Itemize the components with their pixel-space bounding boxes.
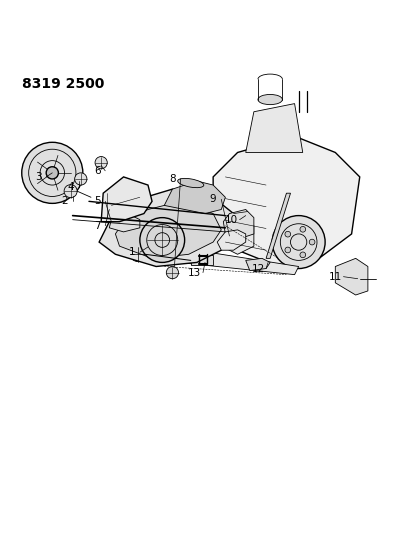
Circle shape <box>22 142 83 204</box>
Text: 3: 3 <box>35 172 41 182</box>
Circle shape <box>308 239 314 245</box>
Circle shape <box>64 184 77 198</box>
Circle shape <box>74 173 87 185</box>
Circle shape <box>272 215 324 269</box>
Polygon shape <box>221 217 253 254</box>
Polygon shape <box>164 181 225 214</box>
Circle shape <box>284 231 290 237</box>
Text: 1: 1 <box>128 247 135 257</box>
Polygon shape <box>335 259 367 295</box>
Polygon shape <box>223 209 253 238</box>
Text: 11: 11 <box>328 272 341 281</box>
Polygon shape <box>245 103 302 152</box>
Polygon shape <box>217 230 245 250</box>
Text: 8319 2500: 8319 2500 <box>22 77 104 91</box>
Circle shape <box>139 217 184 262</box>
Text: 2: 2 <box>61 196 67 206</box>
Ellipse shape <box>257 94 282 104</box>
Polygon shape <box>135 242 298 274</box>
Polygon shape <box>101 177 152 222</box>
Text: 8: 8 <box>169 174 175 184</box>
FancyBboxPatch shape <box>190 255 213 265</box>
Polygon shape <box>245 259 270 271</box>
Circle shape <box>166 266 178 279</box>
Polygon shape <box>213 136 359 266</box>
Polygon shape <box>265 193 290 259</box>
Polygon shape <box>115 201 221 259</box>
Text: 5: 5 <box>94 196 100 206</box>
Text: 4: 4 <box>67 182 74 192</box>
Text: 13: 13 <box>188 268 201 278</box>
Circle shape <box>130 247 145 262</box>
Text: 10: 10 <box>225 215 238 225</box>
Text: 9: 9 <box>209 195 216 204</box>
Circle shape <box>299 252 305 257</box>
Polygon shape <box>99 189 233 266</box>
Text: 6: 6 <box>94 166 100 176</box>
Polygon shape <box>109 215 139 232</box>
Text: 7: 7 <box>94 221 100 231</box>
Circle shape <box>299 227 305 232</box>
Circle shape <box>46 167 58 179</box>
Circle shape <box>284 247 290 253</box>
Circle shape <box>95 157 107 169</box>
Ellipse shape <box>177 179 203 188</box>
Text: 12: 12 <box>251 263 264 273</box>
